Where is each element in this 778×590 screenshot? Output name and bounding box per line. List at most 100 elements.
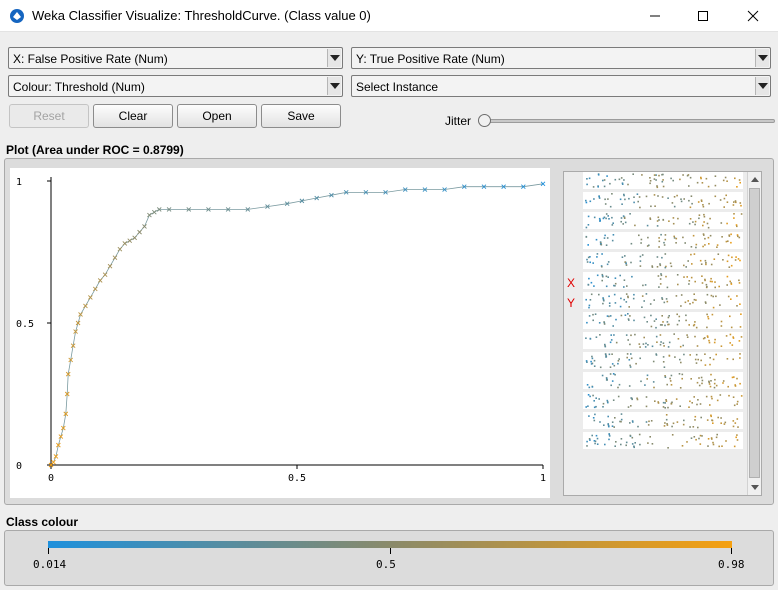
roc-point [70, 343, 76, 349]
colour-select[interactable]: Colour: Threshold (Num) [8, 75, 343, 97]
y-tick-label: 0.5 [16, 319, 34, 330]
close-button[interactable] [730, 0, 776, 32]
roc-point [206, 207, 211, 212]
select-instance-value: Select Instance [356, 80, 439, 94]
scroll-down-icon [751, 485, 759, 490]
attribute-strip[interactable] [583, 192, 743, 209]
gradient-label-mid: 0.5 [376, 558, 396, 571]
reset-button[interactable]: Reset [9, 104, 89, 128]
jitter-label: Jitter [445, 114, 472, 128]
attribute-strip[interactable] [583, 292, 743, 309]
chevron-down-icon [330, 83, 340, 89]
clear-button[interactable]: Clear [93, 104, 173, 128]
roc-point [68, 357, 73, 363]
gradient-label-min: 0.014 [33, 558, 67, 571]
roc-point [442, 187, 447, 192]
roc-point [329, 192, 334, 198]
attribute-strip[interactable] [583, 352, 743, 369]
roc-point [142, 224, 147, 229]
roc-chart[interactable]: 0 0.5 1 0 0.5 1 [10, 168, 550, 498]
roc-point [112, 255, 118, 260]
roc-point [225, 207, 231, 212]
scroll-up-icon [751, 177, 759, 182]
close-icon [747, 10, 759, 22]
attribute-strip[interactable] [583, 172, 743, 189]
roc-point [245, 207, 251, 212]
roc-point [314, 195, 319, 201]
weka-app-icon [9, 8, 25, 24]
roc-point [97, 278, 103, 283]
roc-point [122, 241, 128, 246]
jitter-slider-handle[interactable] [478, 114, 491, 127]
roc-point [64, 391, 70, 397]
roc-curve-line [50, 183, 544, 466]
y-axis-select[interactable]: Y: True Positive Rate (Num) [351, 47, 771, 69]
roc-point [132, 235, 137, 241]
minimize-button[interactable] [632, 0, 678, 32]
roc-point [540, 181, 546, 187]
open-button[interactable]: Open [177, 104, 257, 128]
roc-point [92, 286, 98, 292]
chevron-down-icon [758, 55, 768, 61]
roc-point [107, 263, 113, 269]
plot-label: Plot (Area under ROC = 0.8799) [6, 143, 184, 157]
attribute-strip[interactable] [583, 392, 743, 409]
roc-point [152, 209, 157, 215]
roc-point [53, 454, 59, 459]
roc-point [102, 272, 108, 278]
attribute-strip[interactable] [583, 432, 743, 449]
attribute-strip[interactable] [583, 312, 743, 329]
roc-point [58, 434, 64, 439]
roc-point [147, 212, 152, 218]
roc-point [78, 312, 83, 317]
maximize-icon [698, 11, 708, 21]
chevron-down-icon [758, 83, 768, 89]
roc-point [117, 246, 123, 252]
colour-dropdown-arrow[interactable] [327, 77, 341, 95]
attribute-strip[interactable] [583, 372, 743, 389]
minimize-icon [650, 15, 660, 17]
x-axis-select-value: X: False Positive Rate (Num) [13, 52, 168, 66]
gradient-tick-min [48, 548, 49, 554]
roc-point [383, 190, 388, 195]
plot-area[interactable]: 0 0.5 1 0 0.5 1 [10, 168, 550, 498]
roc-point [461, 184, 467, 189]
x-tick-label: 0 [48, 473, 54, 484]
x-axis-dropdown-arrow[interactable] [327, 49, 341, 67]
roc-point [83, 303, 88, 309]
y-tick-label: 1 [16, 177, 22, 188]
select-instance[interactable]: Select Instance [351, 75, 771, 97]
x-tick-label: 0.5 [288, 473, 306, 484]
roc-point [363, 190, 369, 195]
colour-select-value: Colour: Threshold (Num) [13, 80, 145, 94]
roc-point [73, 329, 78, 334]
roc-point [422, 187, 428, 192]
x-axis-select[interactable]: X: False Positive Rate (Num) [8, 47, 343, 69]
roc-point [284, 201, 290, 207]
attribute-strip[interactable] [583, 212, 743, 229]
roc-point [481, 184, 487, 189]
scrollbar-thumb[interactable] [749, 188, 760, 478]
roc-point [521, 184, 526, 189]
window-title: Weka Classifier Visualize: ThresholdCurv… [32, 8, 371, 23]
class-colour-label: Class colour [6, 515, 79, 529]
attribute-strip[interactable] [583, 232, 743, 249]
jitter-slider-track[interactable] [484, 119, 775, 123]
attribute-scrollbar[interactable] [747, 172, 761, 495]
maximize-button[interactable] [680, 0, 726, 32]
attribute-strip[interactable] [583, 332, 743, 349]
y-tick-label: 0 [16, 461, 22, 472]
attribute-strip[interactable] [583, 252, 743, 269]
attribute-strip[interactable] [583, 412, 743, 429]
select-instance-dropdown-arrow[interactable] [755, 77, 769, 95]
save-button[interactable]: Save [261, 104, 341, 128]
roc-point [501, 184, 506, 189]
roc-point [166, 207, 172, 212]
roc-point [343, 190, 349, 195]
y-axis-dropdown-arrow[interactable] [755, 49, 769, 67]
class-colour-panel [4, 530, 774, 586]
chevron-down-icon [330, 55, 340, 61]
gradient-tick-mid [390, 548, 391, 554]
roc-point [127, 238, 133, 243]
attribute-strip[interactable] [583, 272, 743, 289]
